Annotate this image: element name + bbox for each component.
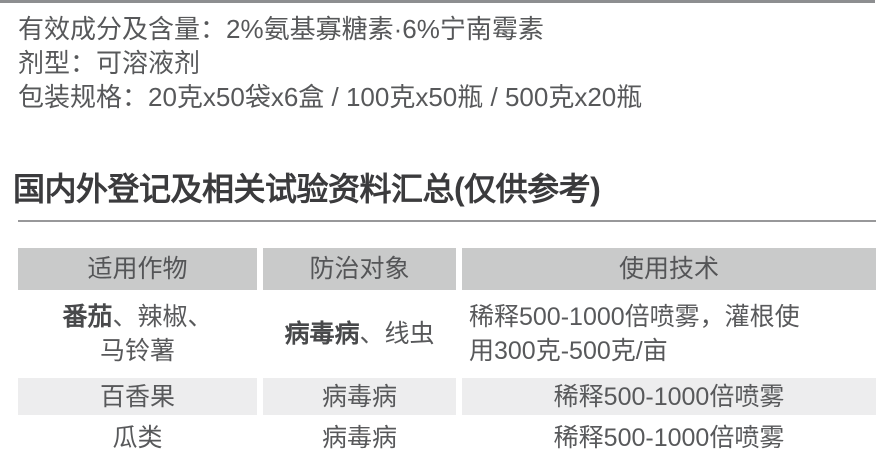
product-info-block: 有效成分及含量：2%氨基寡糖素·6%宁南霉素 剂型：可溶液剂 包装规格：20克x… — [18, 12, 642, 114]
section-title: 国内外登记及相关试验资料汇总(仅供参考) — [13, 171, 601, 207]
col-header-target-label: 防治对象 — [309, 255, 410, 283]
col-header-crop-label: 适用作物 — [87, 255, 188, 283]
table-row-1-technique-cell: 稀释500-1000倍喷雾，灌根使 用300克-500克/亩 — [462, 292, 876, 376]
crop-text: 百香果 — [99, 382, 175, 411]
top-divider-rule — [0, 0, 875, 3]
packaging-line: 包装规格：20克x50袋x6盒 / 100克x50瓶 / 500克x20瓶 — [18, 82, 643, 112]
table-row-3-target-cell: 病毒病 — [263, 417, 456, 458]
crop-value: 百香果 — [100, 380, 175, 414]
target-value: 病毒病 — [322, 380, 397, 414]
section-title-underline — [18, 220, 876, 222]
technique-text: 稀释500-1000倍喷雾 — [553, 423, 785, 452]
target-text: 病毒病 — [321, 382, 397, 411]
col-header-crop: 适用作物 — [18, 248, 257, 290]
crop-value: 瓜类 — [112, 421, 162, 455]
table-row-2-target-cell: 病毒病 — [263, 378, 456, 415]
target-text: 病毒病 — [321, 423, 397, 452]
target-bold-text: 病毒病 — [284, 320, 360, 348]
active-ingredient-line: 有效成分及含量：2%氨基寡糖素·6%宁南霉素 — [18, 14, 544, 44]
col-header-technique: 使用技术 — [462, 248, 876, 290]
table-row-3-crop-cell: 瓜类 — [18, 417, 257, 458]
technique-text: 稀释500-1000倍喷雾，灌根使 用300克-500克/亩 — [469, 303, 800, 365]
technique-text: 稀释500-1000倍喷雾 — [553, 382, 785, 411]
col-header-target: 防治对象 — [263, 248, 456, 290]
col-header-technique-label: 使用技术 — [618, 255, 719, 283]
crop-text: 瓜类 — [112, 423, 163, 452]
registration-table: 适用作物 防治对象 使用技术 番茄、辣椒、 马铃薯 病毒病、线虫 稀释500-1… — [18, 248, 876, 458]
target-value: 病毒病 — [322, 421, 397, 455]
target-text: 、线虫 — [359, 320, 435, 348]
crop-value: 番茄、辣椒、 马铃薯 — [62, 300, 212, 368]
target-value: 病毒病、线虫 — [284, 317, 434, 351]
table-row-2-technique-cell: 稀释500-1000倍喷雾 — [462, 378, 876, 415]
table-row-3-technique-cell: 稀释500-1000倍喷雾 — [462, 417, 876, 458]
crop-bold-text: 番茄 — [62, 303, 113, 331]
crop-text: 、辣椒、 马铃薯 — [99, 303, 213, 365]
table-row-2-crop-cell: 百香果 — [18, 378, 257, 415]
table-row-1-crop-cell: 番茄、辣椒、 马铃薯 — [18, 292, 257, 376]
formulation-line: 剂型：可溶液剂 — [18, 48, 201, 78]
table-row-1-target-cell: 病毒病、线虫 — [263, 292, 456, 376]
